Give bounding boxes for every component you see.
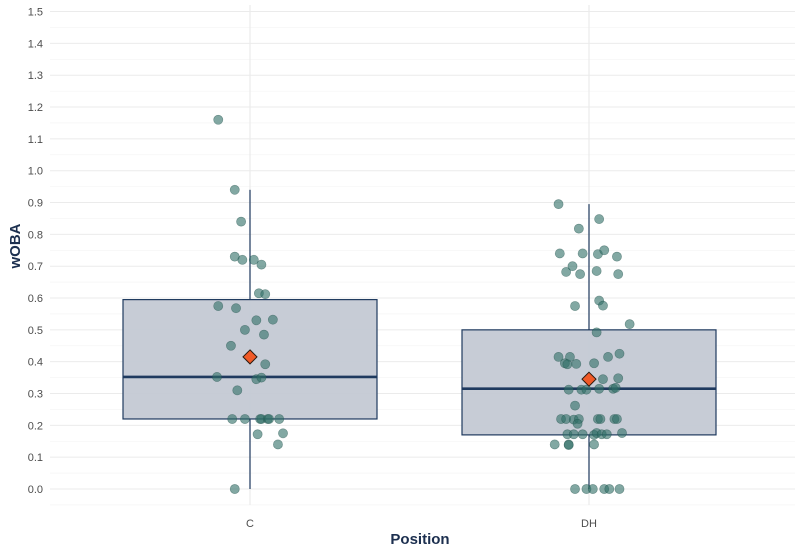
data-point: [226, 340, 236, 351]
data-point: [599, 245, 610, 256]
y-tick-label: 0.2: [28, 420, 43, 432]
data-point: [612, 251, 622, 262]
mean-marker: [242, 349, 258, 365]
data-point: [613, 269, 624, 280]
data-point: [598, 300, 608, 311]
x-tick-label: C: [246, 518, 254, 530]
data-point: [252, 429, 263, 440]
data-point: [231, 303, 241, 314]
data-point: [577, 248, 588, 259]
data-point: [610, 382, 621, 393]
mean-marker: [581, 371, 597, 387]
data-point: [591, 266, 602, 276]
data-point: [278, 428, 288, 439]
data-point: [567, 261, 578, 272]
data-point: [614, 484, 625, 494]
data-point: [229, 484, 240, 494]
y-tick-label: 1.2: [28, 102, 43, 114]
data-point: [260, 289, 271, 300]
y-tick-label: 0.3: [28, 389, 43, 401]
data-point: [617, 428, 627, 438]
y-axis-title: wOBA: [7, 223, 24, 269]
data-point: [601, 429, 612, 440]
data-point: [624, 319, 635, 330]
data-point: [595, 414, 606, 424]
y-tick-label: 0.7: [28, 261, 43, 273]
y-tick-label: 1.4: [28, 38, 43, 50]
data-point: [213, 114, 224, 125]
data-point: [236, 216, 247, 227]
x-tick-label: DH: [581, 518, 597, 530]
data-point: [259, 329, 269, 340]
data-point: [256, 372, 267, 383]
data-point: [570, 484, 580, 494]
data-point: [563, 384, 574, 395]
y-tick-label: 1.5: [28, 7, 43, 19]
data-point: [614, 348, 625, 359]
data-point: [570, 400, 580, 411]
data-point: [613, 373, 624, 384]
y-axis-ticks: 0.0 0.1 0.2 0.3 0.4 0.5 0.6 0.7 0.8 0.9 1.0 1.1 1.2 1…: [28, 7, 43, 496]
data-point: [562, 359, 573, 370]
y-tick-label: 0.9: [28, 198, 43, 210]
data-point: [251, 315, 262, 326]
data-point: [267, 314, 278, 325]
y-tick-label: 0.4: [28, 357, 43, 369]
data-point: [240, 414, 250, 424]
data-point: [554, 248, 565, 259]
data-point: [553, 199, 564, 210]
data-point: [264, 414, 274, 424]
data-point: [240, 324, 250, 335]
data-point: [213, 301, 224, 311]
data-point: [589, 439, 599, 450]
data-point: [260, 359, 271, 370]
data-point: [594, 383, 605, 394]
points: [212, 114, 635, 494]
x-axis-title: Position: [390, 531, 449, 548]
data-point: [577, 429, 588, 440]
data-point: [594, 214, 605, 224]
data-point: [603, 352, 613, 362]
data-point: [570, 301, 580, 311]
data-point: [274, 414, 285, 424]
x-axis-ticks: C DH: [246, 518, 597, 530]
data-point: [232, 385, 243, 396]
data-point: [575, 269, 586, 280]
data-point: [573, 223, 584, 234]
y-tick-label: 0.5: [28, 325, 43, 337]
data-point: [549, 439, 560, 450]
data-point: [568, 429, 579, 440]
data-point: [273, 439, 283, 450]
y-tick-label: 0.1: [28, 452, 43, 464]
y-tick-label: 0.6: [28, 293, 43, 305]
data-point: [229, 184, 240, 195]
data-point: [572, 418, 583, 429]
means: [242, 349, 597, 387]
data-point: [237, 254, 248, 265]
data-point: [581, 384, 592, 395]
data-point: [561, 267, 572, 277]
data-point: [553, 352, 564, 362]
y-tick-label: 1.3: [28, 70, 43, 82]
y-tick-label: 1.0: [28, 166, 43, 178]
data-point: [256, 259, 267, 270]
data-point: [604, 484, 615, 494]
y-tick-label: 0.0: [28, 484, 43, 496]
data-point: [248, 254, 259, 265]
y-tick-label: 0.8: [28, 229, 43, 241]
data-point: [587, 484, 598, 494]
data-point: [591, 327, 602, 338]
data-point: [212, 372, 222, 382]
data-point: [598, 374, 608, 385]
box-DH: [461, 204, 717, 489]
data-point: [571, 359, 582, 369]
data-point: [227, 414, 238, 424]
data-point: [612, 414, 622, 424]
data-point: [589, 358, 599, 369]
y-tick-label: 1.1: [28, 134, 43, 146]
data-point: [563, 440, 574, 450]
